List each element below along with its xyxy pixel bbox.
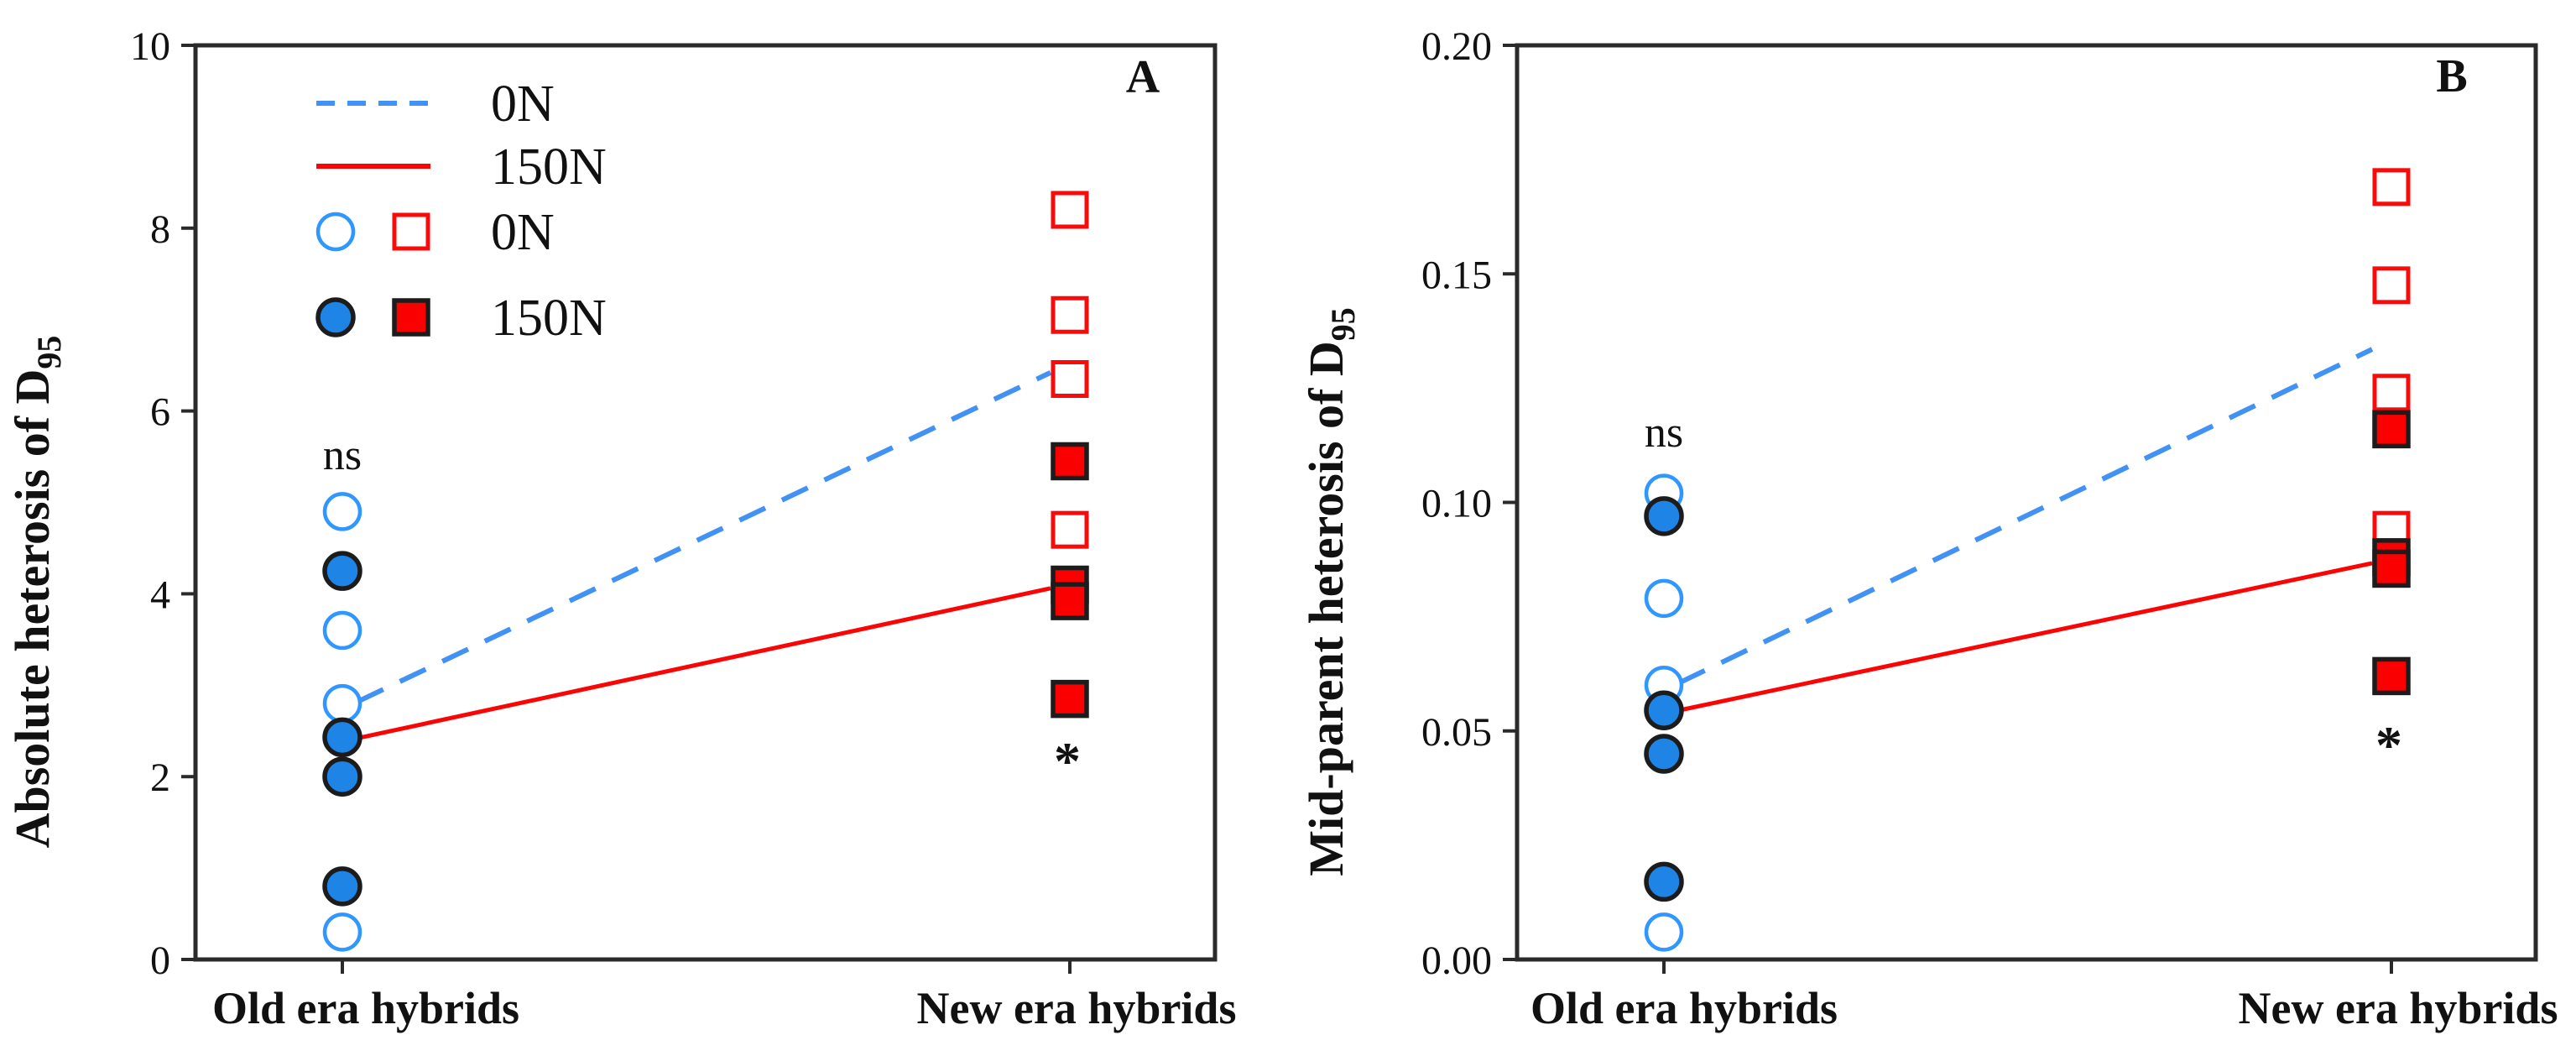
legend-filled-square-icon [392,298,430,337]
panel-a: 0 2 4 6 8 10 Old era hybrids New era hybrids ns *… [5,24,1236,1033]
plot-frame [1515,43,2538,962]
marker-open-circle-0n [322,492,362,531]
legend-label: 150N [491,290,607,347]
trend-line-150n [1678,561,2373,713]
significance-ns: ns [323,431,362,479]
y-axis-title-subscript: 95 [1324,307,1362,341]
legend-open-square-icon [392,212,430,251]
marker-filled-square-150n [1051,679,1089,719]
marker-filled-square-150n [1051,442,1089,481]
trend-line-0n [1677,347,2374,686]
marker-filled-square-150n [1051,582,1089,620]
marker-open-square-0n [2372,374,2411,412]
trend-line-0n [356,370,1052,704]
trend-line-150n [357,586,1051,740]
marker-open-square-0n [1051,295,1089,334]
x-category-label: Old era hybrids [1530,983,1838,1033]
y-axis-title-subscript: 95 [30,336,68,369]
marker-filled-circle-150n [322,551,362,591]
y-tick-label: 0.05 [1421,710,1492,755]
panel-letter: B [2436,50,2467,102]
marker-filled-circle-150n [322,866,362,907]
x-category-label: New era hybrids [917,983,1237,1033]
marker-filled-circle-150n [322,756,362,797]
marker-open-square-0n [1051,191,1089,229]
x-category-label: Old era hybrids [212,983,519,1033]
y-tick-label: 10 [130,24,170,69]
y-tick-label: 0.10 [1421,482,1492,526]
marker-filled-circle-150n [322,717,362,758]
y-tick-label: 0.00 [1421,938,1492,983]
y-axis-title-main: Absolute heterosis of D [5,369,60,849]
significance-star: * [2375,715,2402,775]
significance-ns: ns [1645,409,1683,457]
marker-open-square-0n [2372,168,2411,206]
x-category-label: New era hybrids [2239,983,2558,1033]
marker-filled-circle-150n [1644,690,1684,730]
y-axis-title-main: Mid-parent heterosis of D [1299,341,1353,876]
y-tick-label: 8 [150,207,170,252]
legend-label: 0N [491,204,555,261]
y-tick-label: 2 [150,755,170,800]
marker-open-circle-0n [322,610,362,651]
marker-open-circle-0n [322,683,362,724]
legend-label: 0N [491,76,555,133]
marker-open-square-0n [1051,359,1089,398]
legend-label: 150N [491,139,607,196]
marker-filled-square-150n [2372,656,2411,696]
legend-filled-circle-icon [315,297,356,337]
y-tick-label: 4 [150,572,170,617]
marker-open-circle-0n [1644,912,1684,952]
marker-filled-circle-150n [1644,496,1684,536]
y-axis-title: Absolute heterosis of D95 [5,336,68,849]
y-tick-label: 0.15 [1421,253,1492,297]
significance-star: * [1054,731,1081,791]
marker-open-circle-0n [1644,578,1684,619]
legend-open-circle-icon [315,212,356,252]
panel-b: 0.00 0.05 0.10 0.15 0.20 Old era hybrids New e… [1299,24,2558,1033]
marker-filled-square-150n [2372,410,2411,449]
y-axis-title: Mid-parent heterosis of D95 [1299,307,1362,876]
marker-filled-square-150n [2372,549,2411,588]
y-tick-label: 0 [150,938,170,983]
panels-root: 0 2 4 6 8 10 Old era hybrids New era hybrids ns *… [5,24,2558,1033]
legend: 0N 150N 0N 150N [315,76,607,347]
marker-open-circle-0n [322,912,362,952]
marker-filled-circle-150n [1644,734,1684,774]
panel-letter: A [1126,51,1160,103]
marker-open-square-0n [1051,510,1089,549]
marker-open-square-0n [2372,266,2411,305]
y-tick-label: 0.20 [1421,24,1492,69]
plot-frame [193,43,1218,962]
y-tick-label: 6 [150,390,170,435]
marker-filled-circle-150n [1644,861,1684,902]
